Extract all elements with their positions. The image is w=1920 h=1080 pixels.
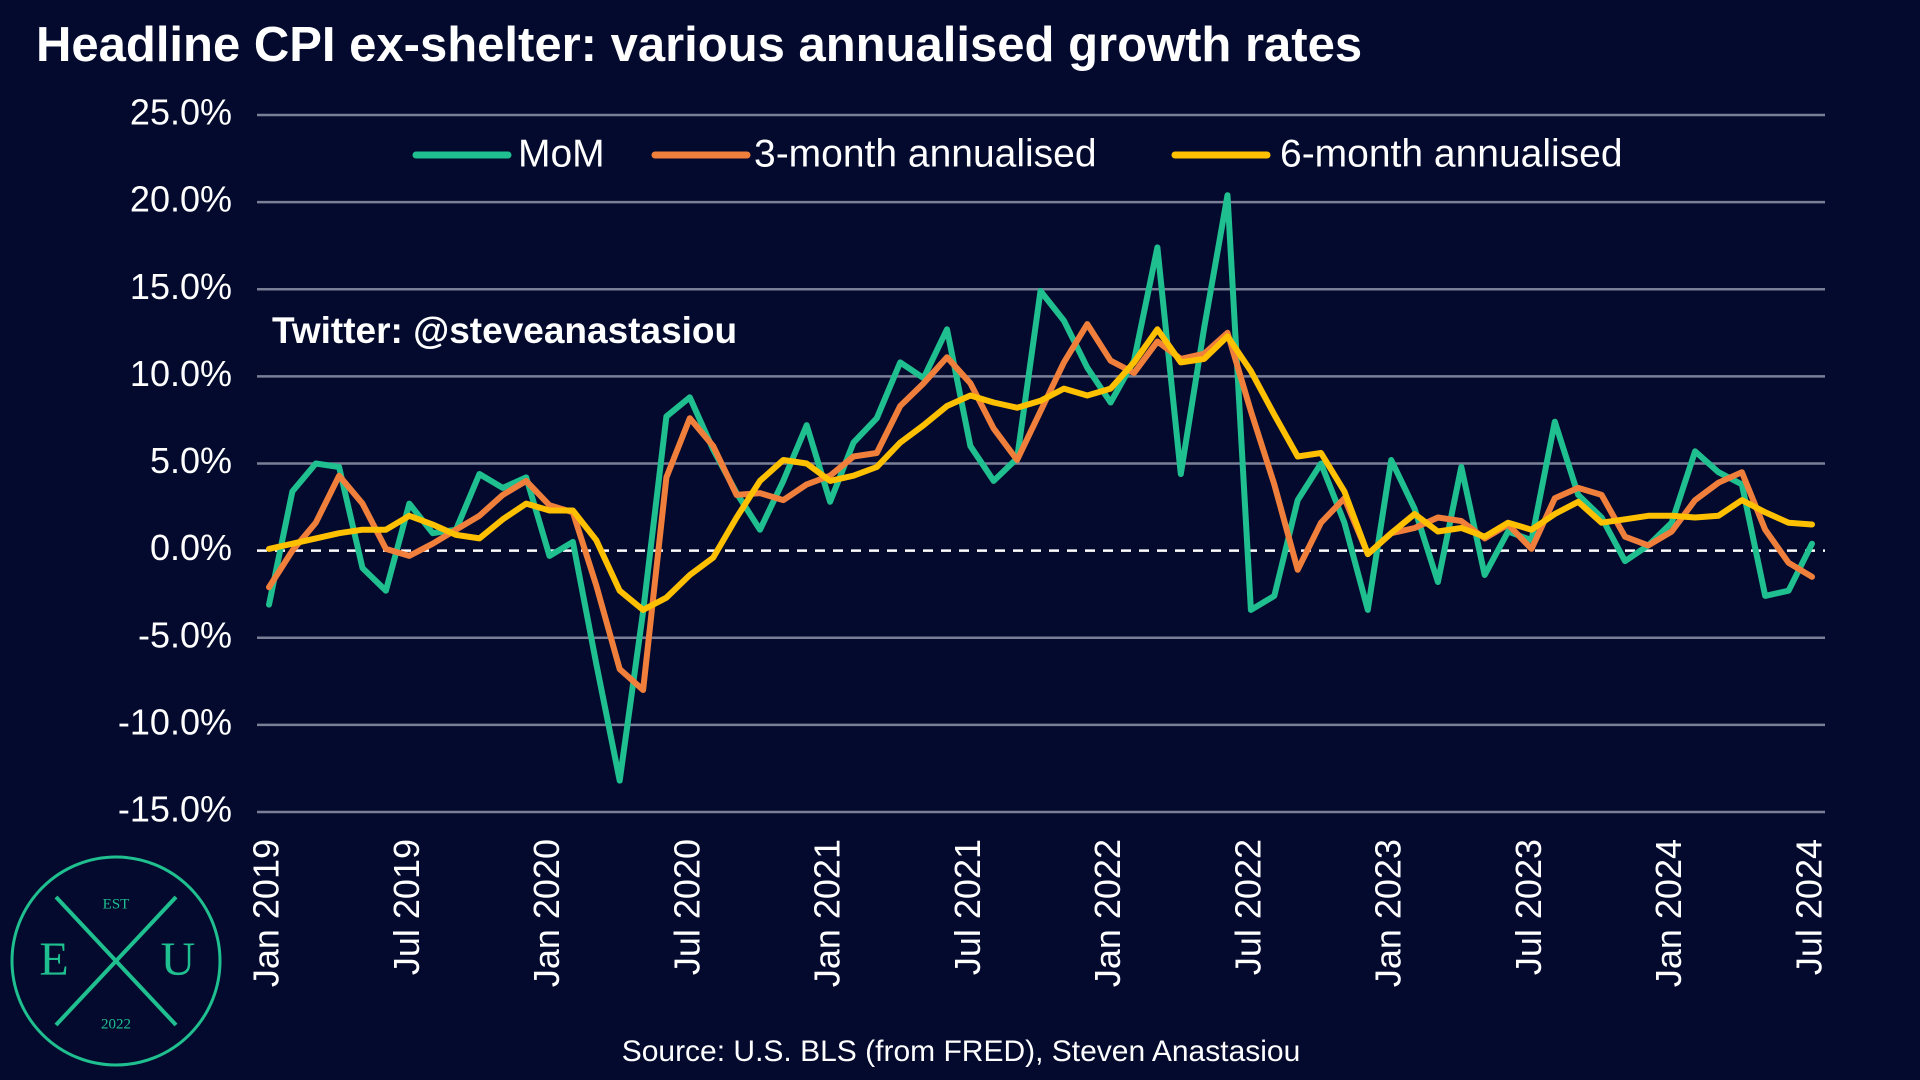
logo-text: E <box>39 933 68 986</box>
x-tick-label: Jul 2021 <box>947 839 988 975</box>
series-line <box>266 321 1815 693</box>
x-tick-label: Jan 2024 <box>1648 839 1689 987</box>
chart-title: Headline CPI ex-shelter: various annuali… <box>36 18 1362 72</box>
x-tick-label: Jul 2024 <box>1789 839 1830 975</box>
x-tick-label: Jan 2022 <box>1087 839 1128 987</box>
logo-text: U <box>161 933 196 986</box>
series-line <box>266 192 1815 784</box>
y-tick-label: 10.0% <box>130 353 232 394</box>
x-tick-label: Jul 2022 <box>1227 839 1268 975</box>
x-tick-label: Jan 2023 <box>1368 839 1409 987</box>
x-tick-label: Jan 2019 <box>246 839 287 987</box>
x-tick-label: Jul 2020 <box>666 839 707 975</box>
y-tick-label: 20.0% <box>130 179 232 220</box>
y-tick-label: 0.0% <box>150 527 232 568</box>
y-tick-label: 5.0% <box>150 440 232 481</box>
legend-label: MoM <box>518 132 605 175</box>
x-tick-label: Jan 2021 <box>807 839 848 987</box>
y-tick-label: 15.0% <box>130 266 232 307</box>
series-line <box>266 326 1815 613</box>
x-tick-label: Jan 2020 <box>526 839 567 987</box>
annotation: Twitter: @steveanastasiou <box>272 310 737 351</box>
logo-stroke <box>54 895 178 1027</box>
y-tick-label: -15.0% <box>118 789 232 830</box>
legend-label: 3-month annualised <box>754 132 1097 175</box>
y-tick-label: -10.0% <box>118 701 232 742</box>
logo-text: EST <box>103 896 130 912</box>
y-tick-label: 25.0% <box>130 92 232 133</box>
logo-ring <box>10 855 222 1067</box>
source: Source: U.S. BLS (from FRED), Steven Ana… <box>622 1035 1301 1068</box>
x-tick-label: Jul 2019 <box>386 839 427 975</box>
x-tick-label: Jul 2023 <box>1508 839 1549 975</box>
y-tick-label: -5.0% <box>138 614 232 655</box>
logo-text: 2022 <box>101 1016 131 1032</box>
logo: EST E U 2022 <box>10 855 222 1067</box>
legend-label: 6-month annualised <box>1280 132 1623 175</box>
